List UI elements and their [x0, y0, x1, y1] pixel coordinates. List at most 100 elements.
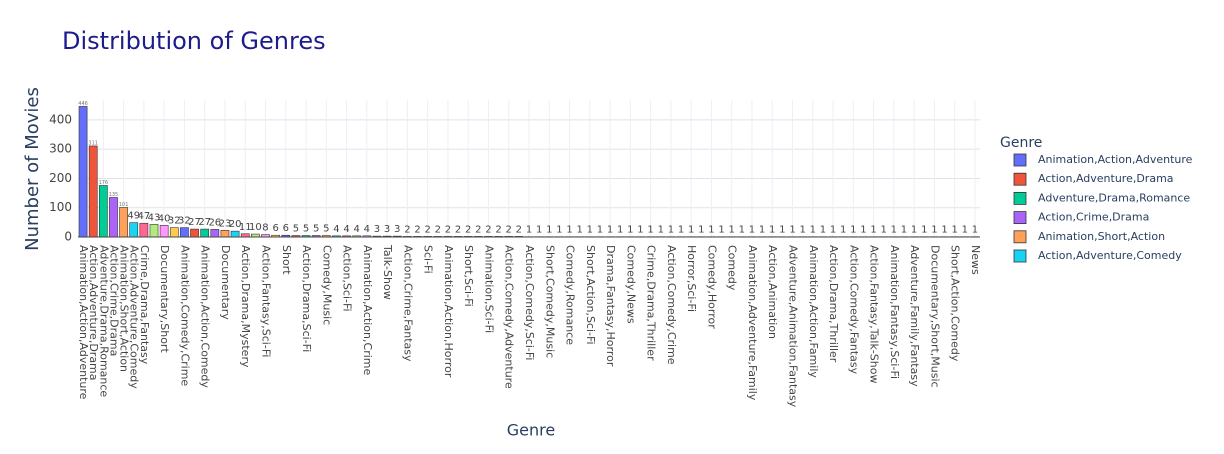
x-tick-label: Drama,Fantasy,Horror — [604, 245, 617, 367]
x-tick-label: Animation,Action,Comedy — [199, 245, 212, 388]
value-label: 4 — [354, 224, 360, 235]
value-label: 1 — [658, 225, 664, 236]
value-label: 2 — [455, 224, 461, 235]
legend-label: Animation,Short,Action — [1038, 230, 1165, 243]
value-label: 1 — [962, 225, 968, 236]
legend-label: Action,Crime,Drama — [1038, 211, 1149, 224]
legend-title: Genre — [1000, 135, 1042, 151]
value-label: 2 — [516, 224, 522, 235]
value-label: 1 — [820, 225, 826, 236]
value-label: 2 — [465, 224, 471, 235]
value-label: 1 — [779, 225, 785, 236]
x-tick-label: Comedy,Romance — [564, 245, 577, 345]
value-label: 1 — [546, 225, 552, 236]
value-label: 10 — [249, 222, 262, 233]
x-tick-label: Comedy,News — [624, 245, 637, 324]
bar — [201, 229, 209, 237]
y-tick-label: 100 — [49, 200, 72, 214]
value-label: 1 — [718, 225, 724, 236]
y-tick-label: 300 — [49, 142, 72, 156]
x-tick-label: Action,Comedy,Sci-Fi — [523, 245, 536, 360]
value-label: 2 — [435, 224, 441, 235]
bar — [211, 229, 219, 237]
bar — [130, 223, 138, 237]
value-label: 4 — [333, 224, 339, 235]
value-label: 1 — [759, 225, 765, 236]
value-label: 1 — [617, 225, 623, 236]
chart-title: Distribution of Genres — [62, 27, 326, 55]
value-label: 1 — [708, 225, 714, 236]
value-label: 2 — [475, 224, 481, 235]
value-label: 1 — [637, 225, 643, 236]
x-tick-label: Adventure,Family,Fantasy — [908, 245, 921, 387]
x-tick-label: Action,Comedy,Adventure — [503, 245, 516, 389]
x-tick-label: News — [969, 245, 982, 275]
value-label: 101 — [119, 202, 129, 208]
value-label: 1 — [830, 225, 836, 236]
value-label: 1 — [941, 225, 947, 236]
x-tick-label: Action,Drama,Mystery — [239, 245, 252, 368]
bar — [79, 106, 87, 237]
legend-label: Action,Adventure,Drama — [1038, 172, 1174, 185]
y-axis-title: Number of Movies — [22, 87, 43, 251]
value-label: 1 — [688, 225, 694, 236]
legend-label: Action,Adventure,Comedy — [1038, 249, 1182, 262]
value-label: 2 — [506, 224, 512, 235]
value-label: 3 — [394, 224, 400, 235]
value-label: 1 — [647, 225, 653, 236]
value-label: 2 — [445, 224, 451, 235]
value-label: 2 — [495, 224, 501, 235]
value-label: 5 — [313, 224, 319, 235]
x-tick-label: Action,Fantasy,Sci-Fi — [259, 245, 272, 357]
value-label: 1 — [739, 225, 745, 236]
value-label: 4 — [343, 224, 349, 235]
x-tick-label: Animation,Adventure,Family — [746, 245, 759, 401]
x-tick-label: Short,Action,Sci-Fi — [584, 245, 597, 345]
value-label: 1 — [576, 225, 582, 236]
x-tick-label: Action,Drama,Sci-Fi — [300, 245, 313, 352]
x-tick-label: Documentary — [219, 245, 232, 320]
bar — [170, 228, 178, 237]
x-tick-label: Comedy,Music — [320, 245, 333, 325]
x-tick-label: Adventure,Animation,Fantasy — [787, 245, 800, 408]
x-tick-label: Animation,Fantasy,Sci-Fi — [888, 245, 901, 379]
value-label: 1 — [566, 225, 572, 236]
value-label: 1 — [729, 225, 735, 236]
x-tick-label: Short,Action,Comedy — [949, 245, 962, 362]
value-label: 1 — [951, 225, 957, 236]
x-tick-label: Animation,Action,Horror — [442, 245, 455, 378]
x-tick-label: Action,Comedy,Crime — [665, 245, 678, 365]
x-tick-label: Short — [280, 245, 293, 275]
value-label: 1 — [810, 225, 816, 236]
value-label: 8 — [262, 223, 268, 234]
x-tick-label: Animation,Comedy,Crime — [178, 245, 191, 386]
value-label: 135 — [109, 192, 119, 198]
x-tick-label: Talk-Show — [381, 244, 394, 300]
value-label: 1 — [870, 225, 876, 236]
legend-swatch — [1014, 250, 1026, 262]
value-label: 1 — [627, 225, 633, 236]
x-tick-label: Action,Comedy,Fantasy — [847, 245, 860, 375]
value-label: 1 — [972, 225, 978, 236]
value-label: 311 — [88, 140, 98, 146]
bar — [89, 146, 97, 237]
x-tick-label: Animation,Action,Crime — [361, 245, 374, 375]
bar — [109, 197, 117, 237]
x-tick-label: Action,Drama,Thriller — [827, 245, 840, 363]
value-label: 1 — [587, 225, 593, 236]
x-tick-label: Crime,Drama,Fantasy — [138, 245, 151, 365]
value-label: 3 — [384, 224, 390, 235]
bar — [140, 223, 148, 237]
x-tick-label: Documentary,Short,Music — [928, 245, 941, 388]
y-tick-label: 0 — [64, 230, 72, 244]
bar — [190, 229, 198, 237]
x-tick-label: Crime,Drama,Thriller — [645, 245, 658, 361]
y-tick-label: 200 — [49, 171, 72, 185]
value-label: 5 — [323, 224, 329, 235]
value-label: 1 — [789, 225, 795, 236]
value-label: 1 — [911, 225, 917, 236]
legend-label: Adventure,Drama,Romance — [1038, 191, 1190, 204]
value-label: 1 — [597, 225, 603, 236]
x-tick-label: Comedy,Horror — [705, 245, 718, 329]
